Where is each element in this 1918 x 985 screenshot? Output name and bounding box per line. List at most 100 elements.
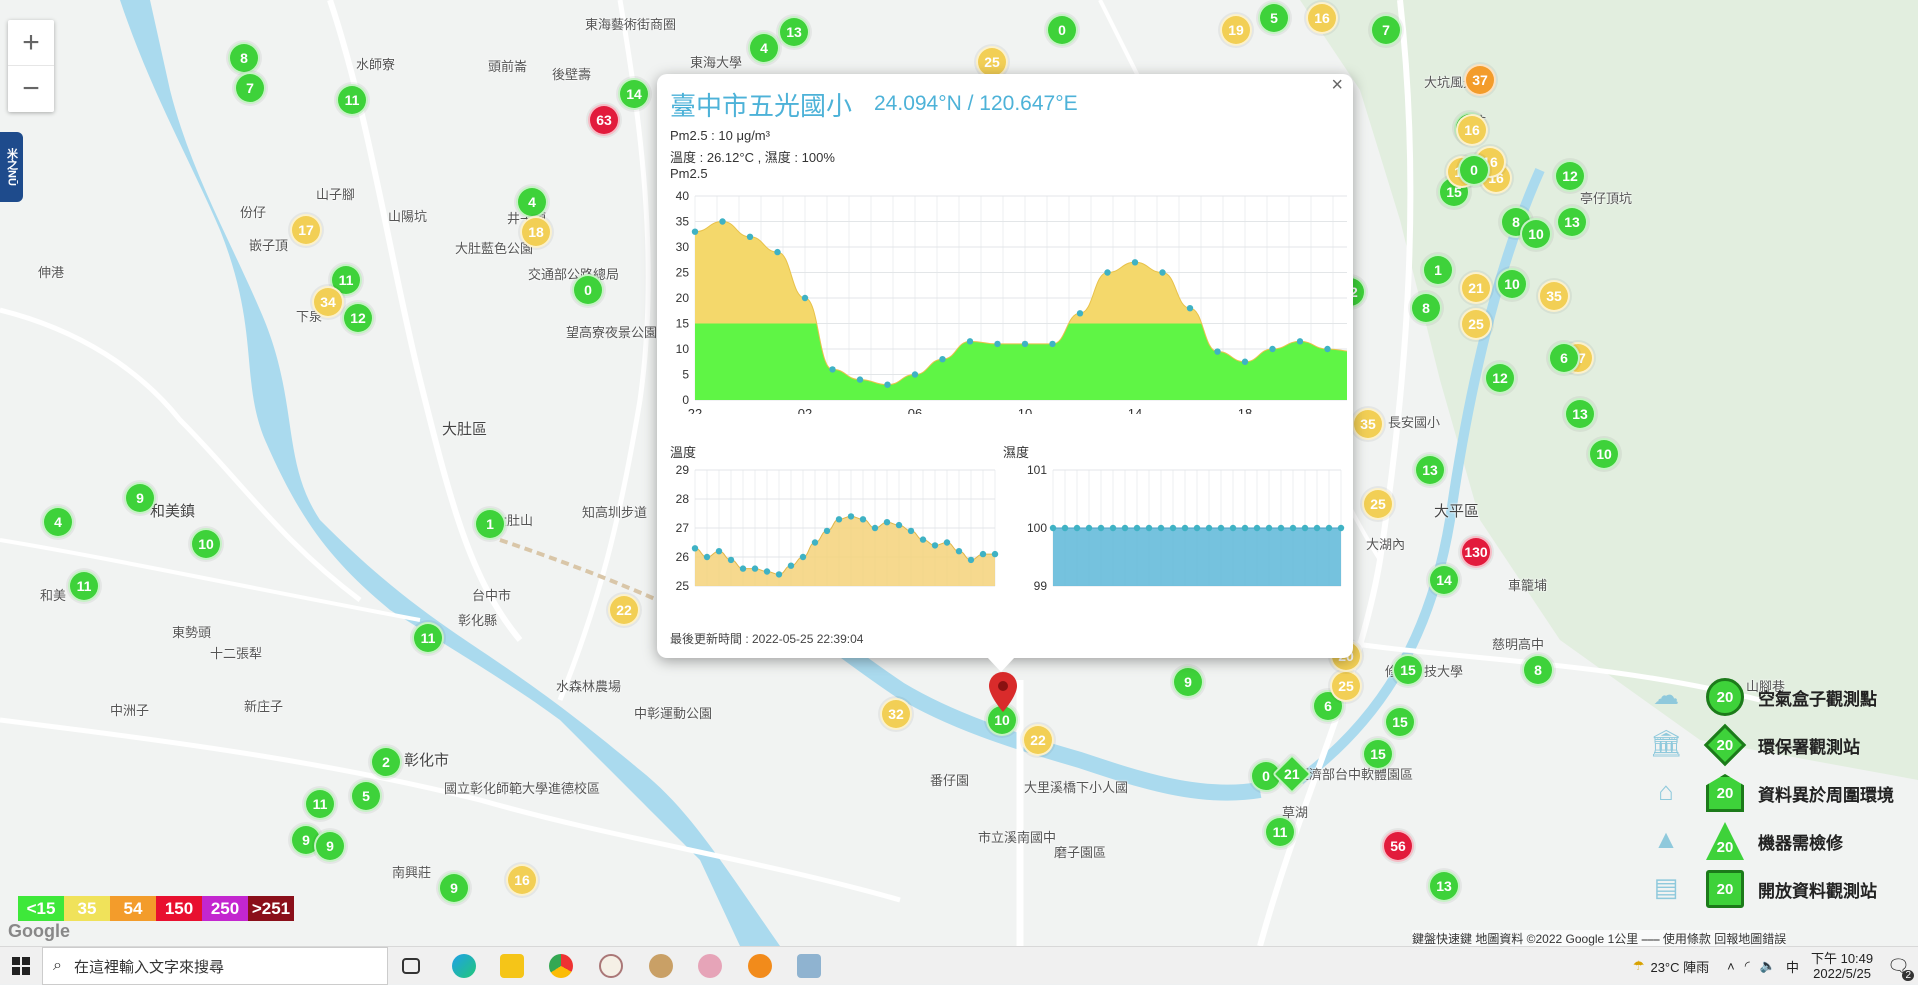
station-marker[interactable]: 4 bbox=[516, 186, 548, 218]
close-icon[interactable]: × bbox=[1331, 74, 1343, 96]
station-marker[interactable]: 2 bbox=[370, 746, 402, 778]
station-marker[interactable]: 25 bbox=[1460, 308, 1492, 340]
station-marker[interactable]: 12 bbox=[1554, 160, 1586, 192]
station-marker[interactable]: 9 bbox=[1172, 666, 1204, 698]
station-marker[interactable]: 1 bbox=[1422, 254, 1454, 286]
station-marker[interactable]: 10 bbox=[1588, 438, 1620, 470]
station-marker[interactable]: 13 bbox=[1414, 454, 1446, 486]
station-marker[interactable]: 17 bbox=[290, 214, 322, 246]
scale-level: <15 bbox=[18, 896, 64, 921]
task-view-icon[interactable] bbox=[402, 958, 420, 974]
station-marker[interactable]: 13 bbox=[1556, 206, 1588, 238]
station-marker[interactable]: 16 bbox=[506, 864, 538, 896]
clock-app-icon[interactable] bbox=[599, 954, 623, 978]
station-marker[interactable]: 25 bbox=[976, 46, 1008, 78]
station-marker-value: 17 bbox=[298, 222, 314, 238]
station-marker[interactable]: 13 bbox=[1428, 870, 1460, 902]
station-marker[interactable]: 16 bbox=[1456, 114, 1488, 146]
station-marker[interactable]: 0 bbox=[572, 274, 604, 306]
station-marker[interactable]: 25 bbox=[1330, 670, 1362, 702]
file-explorer-icon[interactable] bbox=[500, 954, 524, 978]
clock[interactable]: 下午 10:49 2022/5/25 bbox=[1811, 951, 1873, 981]
zoom-out-button[interactable]: − bbox=[22, 72, 40, 105]
chrome-icon[interactable] bbox=[549, 954, 573, 978]
windows-start-icon[interactable] bbox=[12, 957, 30, 975]
scale-level: 35 bbox=[64, 896, 110, 921]
map-attribution[interactable]: 鍵盤快速鍵 地圖資料 ©2022 Google 1公里 ⎯⎯⎯ 使用條款 回報地… bbox=[1412, 930, 1787, 947]
station-marker[interactable]: 13 bbox=[1564, 398, 1596, 430]
station-marker[interactable]: 8 bbox=[1522, 654, 1554, 686]
cube-app-icon[interactable] bbox=[797, 954, 821, 978]
station-marker[interactable]: 4 bbox=[748, 32, 780, 64]
station-marker[interactable]: 9 bbox=[314, 830, 346, 862]
station-marker[interactable]: 5 bbox=[350, 780, 382, 812]
zoom-in-button[interactable]: + bbox=[8, 20, 54, 66]
station-marker[interactable]: 11 bbox=[68, 570, 100, 602]
data-point bbox=[1159, 269, 1166, 276]
station-marker[interactable]: 35 bbox=[1538, 280, 1570, 312]
station-marker[interactable]: 7 bbox=[1370, 14, 1402, 46]
station-marker-value: 4 bbox=[54, 514, 62, 530]
side-menu-tab[interactable]: 米之NŪ bbox=[0, 132, 23, 202]
station-marker[interactable]: 13 bbox=[778, 16, 810, 48]
network-icon[interactable]: ◜ bbox=[1744, 958, 1750, 973]
ime-indicator[interactable]: 中 bbox=[1785, 959, 1799, 975]
volume-icon[interactable]: 🔈 bbox=[1759, 958, 1776, 973]
station-marker[interactable]: 9 bbox=[124, 482, 156, 514]
location-pin-icon[interactable] bbox=[988, 672, 1018, 714]
weather-text[interactable]: 23°C 陣雨 bbox=[1650, 959, 1710, 975]
chevron-up-icon[interactable]: ˄ bbox=[1727, 958, 1735, 974]
app-icon[interactable] bbox=[649, 954, 673, 978]
station-marker[interactable]: 9 bbox=[438, 872, 470, 904]
data-point bbox=[967, 556, 975, 564]
station-marker[interactable]: 7 bbox=[234, 72, 266, 104]
station-marker[interactable]: 11 bbox=[304, 788, 336, 820]
station-marker[interactable]: 6 bbox=[1548, 342, 1580, 374]
station-marker[interactable]: 4 bbox=[42, 506, 74, 538]
station-marker[interactable]: 34 bbox=[312, 286, 344, 318]
station-marker[interactable]: 12 bbox=[1484, 362, 1516, 394]
station-marker[interactable]: 37 bbox=[1464, 64, 1496, 96]
station-marker[interactable]: 14 bbox=[618, 78, 650, 110]
data-point bbox=[727, 556, 735, 564]
station-marker[interactable]: 0 bbox=[1046, 14, 1078, 46]
station-marker[interactable]: 15 bbox=[1384, 706, 1416, 738]
paint-app-icon[interactable] bbox=[698, 954, 722, 978]
station-marker[interactable]: 14 bbox=[1428, 564, 1460, 596]
station-marker[interactable]: 15 bbox=[1392, 654, 1424, 686]
station-marker[interactable]: 1 bbox=[474, 508, 506, 540]
station-marker[interactable]: 21 bbox=[1460, 272, 1492, 304]
station-marker[interactable]: 130 bbox=[1460, 536, 1492, 568]
station-marker[interactable]: 10 bbox=[1520, 218, 1552, 250]
map-place-label: 和美 bbox=[40, 588, 67, 603]
station-marker[interactable]: 35 bbox=[1352, 408, 1384, 440]
station-marker[interactable]: 15 bbox=[1362, 738, 1394, 770]
data-point bbox=[939, 356, 946, 363]
station-marker[interactable]: 10 bbox=[1496, 268, 1528, 300]
station-marker[interactable]: 11 bbox=[1264, 816, 1296, 848]
map-place-label: 頭前崙 bbox=[488, 59, 528, 74]
station-marker[interactable]: 63 bbox=[588, 104, 620, 136]
station-marker[interactable]: 8 bbox=[228, 42, 260, 74]
station-marker[interactable]: 56 bbox=[1382, 830, 1414, 862]
station-marker[interactable]: 25 bbox=[1362, 488, 1394, 520]
data-point bbox=[1289, 524, 1297, 532]
station-marker[interactable]: 19 bbox=[1220, 14, 1252, 46]
station-marker[interactable]: 11 bbox=[412, 622, 444, 654]
station-marker[interactable]: 16 bbox=[1306, 2, 1338, 34]
taskbar-search-box[interactable]: ⌕ 在這裡輸入文字來搜尋 bbox=[42, 947, 388, 985]
station-marker[interactable]: 10 bbox=[190, 528, 222, 560]
station-marker[interactable]: 11 bbox=[336, 84, 368, 116]
station-marker[interactable]: 18 bbox=[520, 216, 552, 248]
edge-browser-icon[interactable] bbox=[452, 954, 476, 978]
station-marker[interactable]: 0 bbox=[1458, 154, 1490, 186]
notification-icon[interactable]: 🗨 2 bbox=[1887, 956, 1914, 981]
station-marker[interactable]: 8 bbox=[1410, 292, 1442, 324]
station-marker[interactable]: 22 bbox=[1022, 724, 1054, 756]
station-marker[interactable]: 22 bbox=[608, 594, 640, 626]
station-marker[interactable]: 32 bbox=[880, 698, 912, 730]
blender-icon[interactable] bbox=[748, 954, 772, 978]
map-place-label: 大里溪橋下小人國 bbox=[1024, 780, 1129, 795]
station-marker[interactable]: 12 bbox=[342, 302, 374, 334]
station-marker[interactable]: 5 bbox=[1258, 2, 1290, 34]
